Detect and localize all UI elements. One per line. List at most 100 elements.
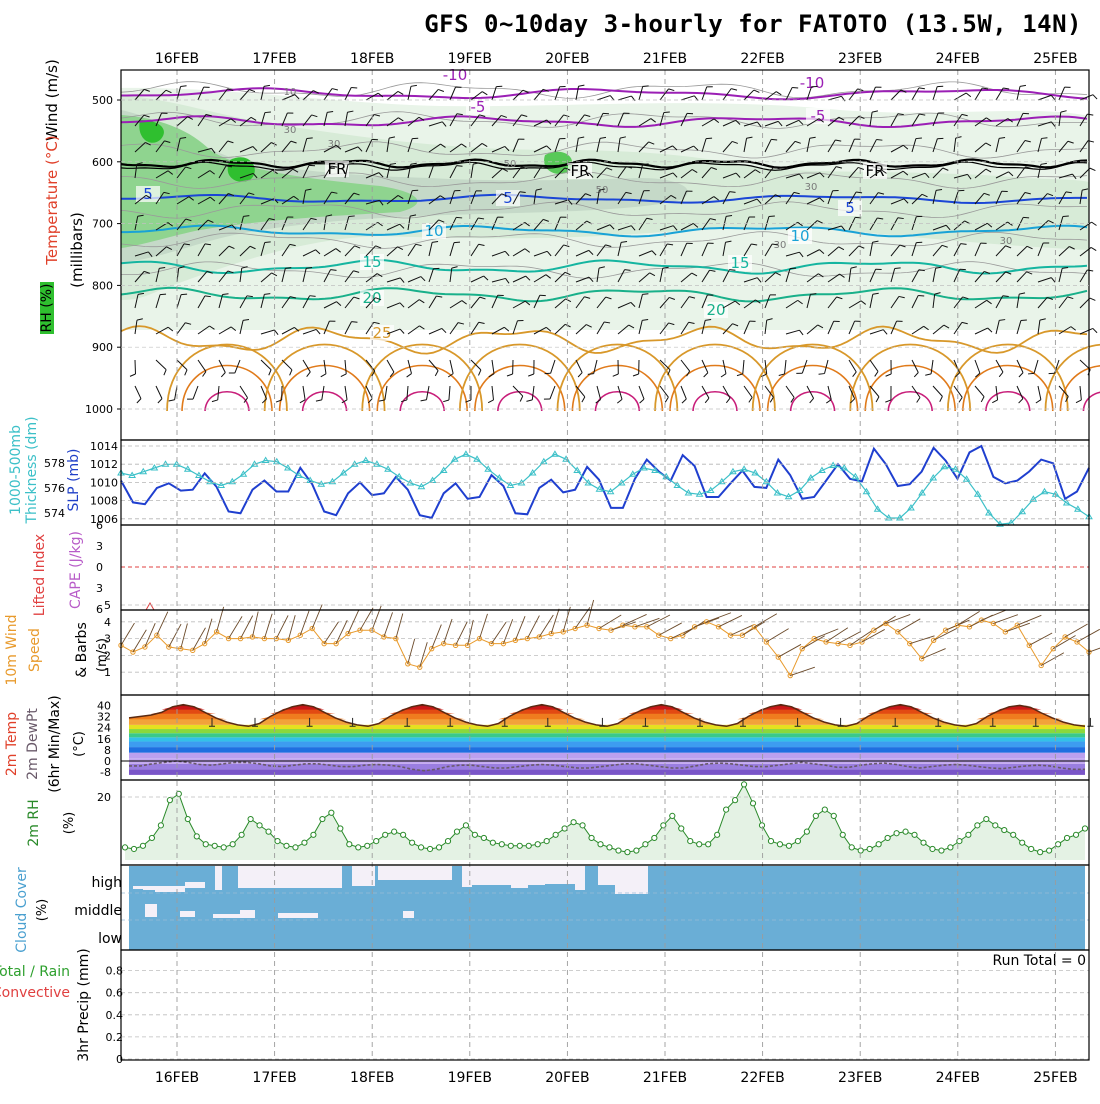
rh-contour-label: 30	[774, 240, 787, 251]
wind10-barb	[181, 624, 188, 649]
rh-contour-label: 30	[805, 182, 818, 193]
rh2m-marker	[598, 842, 603, 847]
rh2m-marker	[571, 820, 576, 825]
pressure-tick-label: 1000	[85, 403, 113, 416]
wind-barb-flag	[221, 372, 225, 376]
wind-barb-flag	[842, 96, 846, 101]
rh2m-marker	[1055, 842, 1060, 847]
li-tick-label: 0	[96, 561, 103, 574]
rh2m-marker	[167, 798, 172, 803]
rh2m-marker	[508, 843, 513, 848]
rh2m-marker	[1038, 850, 1043, 855]
wind-barb-flag	[792, 87, 798, 88]
wind-barb	[1034, 360, 1038, 373]
surface-isotherm-cell	[182, 366, 272, 413]
cloud-gap-high	[511, 866, 528, 888]
rh2m-marker	[149, 835, 154, 840]
wind-barb-flag	[351, 322, 357, 323]
wind-barb	[198, 360, 206, 372]
wind-barb-flag	[770, 397, 773, 402]
wind-barb-flag	[307, 138, 313, 139]
date-label-bottom: 21FEB	[643, 1070, 687, 1086]
wind10-barb	[288, 615, 295, 640]
wind-barb-flag	[331, 270, 337, 271]
temp-tick-label: 40	[97, 699, 111, 712]
wind10-barb	[754, 614, 776, 627]
wind-barb	[261, 330, 274, 334]
wind10-barb	[264, 614, 272, 639]
label-cape: CAPE (J/kg)	[68, 531, 84, 609]
rh2m-marker	[634, 848, 639, 853]
pressure-tick-label: 600	[92, 156, 113, 169]
wind-barb-flag	[164, 370, 166, 376]
rh2m-marker	[535, 842, 540, 847]
surface-isotherm-cell	[865, 366, 955, 413]
wind-barb-flag	[895, 268, 901, 269]
wind-barb	[996, 386, 998, 400]
wind-barb	[135, 386, 141, 399]
label-dewpt2m: 2m DewPt	[25, 708, 41, 780]
rh2m-marker	[652, 835, 657, 840]
rh2m-marker	[1020, 840, 1025, 845]
rh2m-marker	[365, 843, 370, 848]
precip-panel-frame	[121, 950, 1089, 1060]
wind-barb-flag	[579, 85, 585, 86]
rh2m-marker	[706, 842, 711, 847]
rh2m-marker	[777, 842, 782, 847]
wind-barb-flag	[959, 397, 962, 402]
wind-barb-flag	[265, 112, 271, 113]
wind-barb	[429, 89, 438, 100]
wind-barb	[933, 87, 937, 100]
wind-barb-flag	[290, 370, 292, 376]
wind-barb-flag	[643, 164, 649, 165]
wind10-barb	[898, 619, 920, 632]
wind10-barb	[910, 636, 935, 644]
rh-contour-label: 30	[328, 139, 341, 150]
thickness-tick-label: 576	[44, 482, 65, 495]
rh2m-marker	[1073, 832, 1078, 837]
wind-barb-flag	[729, 270, 735, 271]
label-slp: SLP (mb)	[66, 448, 82, 511]
wind-barb	[576, 360, 582, 373]
li-tick-label: 6	[96, 603, 103, 616]
wind-barb-flag	[981, 397, 984, 402]
wind10-barb	[515, 616, 525, 640]
wind-barb-flag	[726, 398, 730, 403]
wind-barb	[449, 386, 450, 400]
wind-barb-flag	[438, 89, 444, 91]
rh2m-group: 20	[97, 782, 1089, 860]
cloud-gap-high	[378, 866, 452, 880]
date-label-top: 18FEB	[350, 51, 394, 67]
wind-barb-flag	[754, 90, 760, 92]
rh2m-tick-label: 20	[97, 791, 111, 804]
wind10-barb	[814, 629, 838, 639]
wind-barb-flag	[1092, 222, 1097, 225]
rh2m-marker	[158, 823, 163, 828]
label-temp2m: 2m Temp	[4, 712, 20, 776]
surface-isotherm-cell	[377, 366, 467, 413]
wind-barb	[870, 87, 875, 100]
cloud-gap-middle	[213, 914, 240, 918]
wind-barb-flag	[617, 399, 622, 403]
rh2m-marker	[795, 839, 800, 844]
wind10-barb	[384, 612, 393, 637]
rh2m-marker	[984, 816, 989, 821]
wind-barb	[786, 386, 794, 397]
date-label-bottom: 19FEB	[448, 1070, 492, 1086]
wind10-barb	[217, 607, 224, 632]
wind-barb	[1017, 86, 1020, 100]
wind-barb	[407, 386, 408, 400]
rh2m-marker	[966, 832, 971, 837]
surface-isotherm-cell	[850, 345, 970, 413]
rh2m-marker	[903, 829, 908, 834]
isotherm-25	[121, 326, 1087, 354]
label-cloud-units: (%)	[35, 899, 50, 922]
label-wind10-barbs: & Barbs	[74, 622, 90, 678]
date-label-top: 16FEB	[155, 51, 199, 67]
pressure-tick-label: 700	[92, 218, 113, 231]
wind-barb	[786, 330, 799, 334]
surface-isotherm-cell	[1083, 392, 1100, 412]
